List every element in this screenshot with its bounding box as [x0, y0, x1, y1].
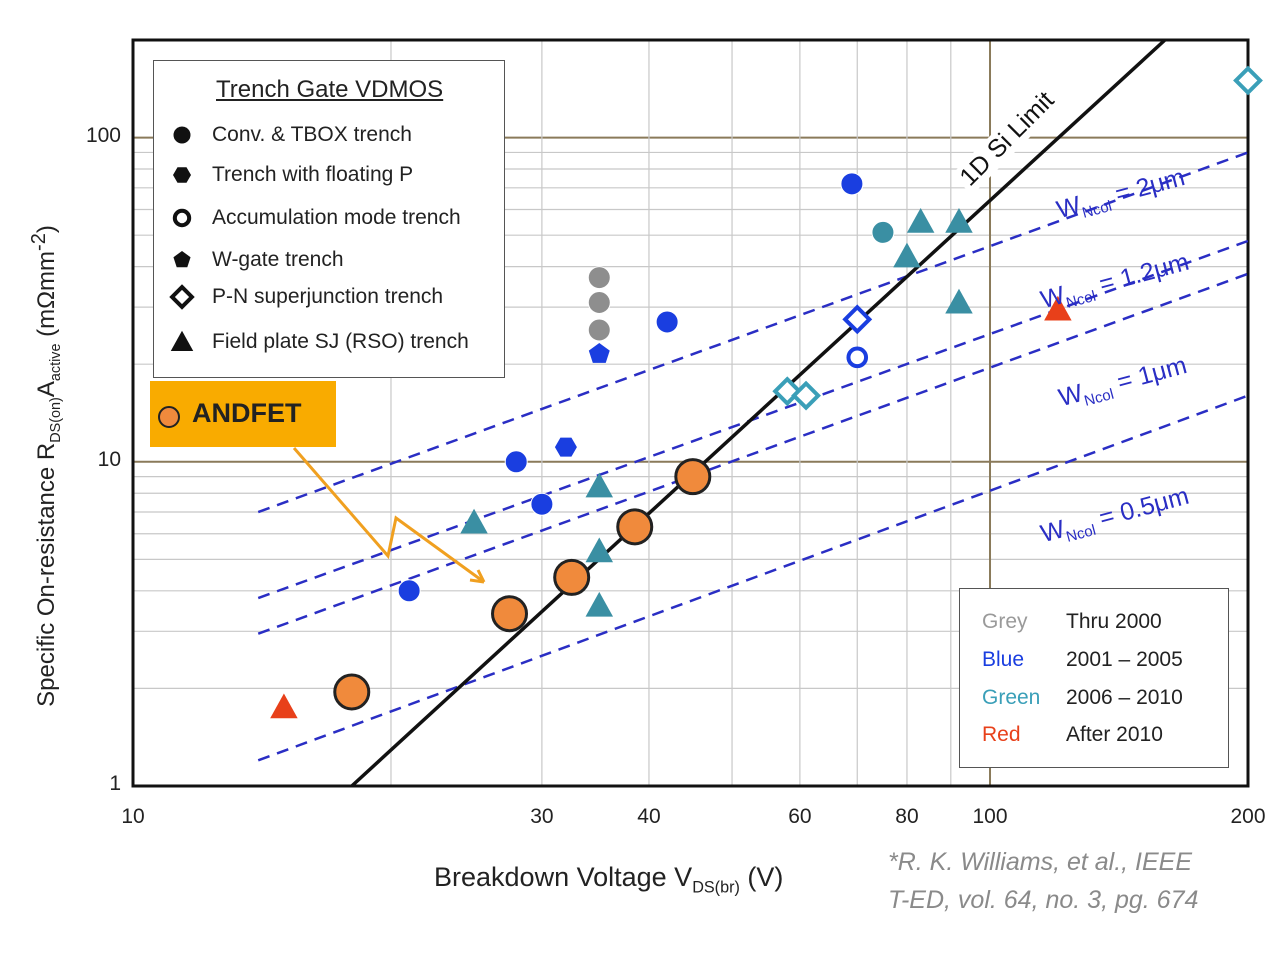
data-point — [587, 290, 611, 314]
triangle-icon — [166, 329, 198, 355]
data-point — [397, 579, 421, 603]
data-point — [173, 167, 191, 183]
si-limit-line — [350, 38, 1167, 788]
data-point — [585, 472, 614, 498]
wncol-line — [257, 272, 1249, 635]
era-years-label: Thru 2000 — [1066, 610, 1162, 633]
x-tick-label: 40 — [637, 805, 661, 828]
andfet-arrow — [292, 447, 485, 584]
x-tick-label: 100 — [972, 805, 1008, 828]
legend-item: Accumulation mode trench — [166, 201, 461, 235]
citation-line-1: *R. K. Williams, et al., IEEE — [888, 848, 1193, 876]
legend-item-label: W-gate trench — [212, 248, 344, 271]
andfet-marker-icon — [158, 406, 180, 428]
x-tick-label: 60 — [788, 805, 812, 828]
legend-item: Trench with floating P — [166, 158, 413, 192]
era-color-label: Green — [982, 686, 1041, 709]
data-point — [871, 220, 895, 244]
x-tick-label: 10 — [121, 805, 145, 828]
data-point — [333, 673, 371, 711]
andfet-arrowhead — [469, 569, 486, 584]
data-point — [587, 318, 611, 342]
legend-item-label: Trench with floating P — [212, 163, 414, 186]
legend-item-label: Accumulation mode trench — [212, 206, 461, 229]
data-point — [945, 208, 973, 233]
legend-item-label: Field plate SJ (RSO) trench — [212, 330, 469, 353]
wncol-line — [257, 151, 1249, 514]
data-point — [791, 380, 821, 411]
data-point — [893, 242, 921, 268]
data-point — [170, 330, 194, 351]
y-tick-label: 1 — [109, 772, 121, 795]
legend-item: P-N superjunction trench — [166, 280, 443, 314]
data-point — [554, 437, 577, 457]
legend-item-label: Conv. & TBOX trench — [212, 123, 412, 146]
y-tick-label: 10 — [97, 447, 121, 471]
data-point — [1233, 65, 1263, 96]
data-point — [172, 208, 192, 228]
marker-legend — [153, 60, 505, 378]
data-point — [585, 537, 614, 563]
pentagon-icon — [166, 247, 198, 273]
data-point — [1044, 295, 1072, 321]
y-axis-label: Specific On-resistance RDS(on)Aactive (m… — [28, 225, 64, 707]
data-point — [585, 591, 614, 617]
era-legend — [959, 588, 1229, 768]
y-tick-label: 100 — [85, 123, 121, 147]
data-point — [842, 304, 873, 335]
open-diamond-icon — [166, 284, 198, 310]
data-point — [906, 208, 935, 233]
data-point — [588, 343, 610, 363]
data-point — [173, 251, 191, 268]
era-years-label: 2006 – 2010 — [1066, 686, 1183, 709]
era-years-label: After 2010 — [1066, 723, 1163, 746]
legend-title: Trench Gate VDMOS — [216, 76, 444, 103]
data-point — [504, 450, 528, 474]
data-point — [169, 284, 195, 310]
legend-item-label: P-N superjunction trench — [212, 285, 444, 308]
data-point — [460, 508, 488, 534]
data-point — [616, 508, 654, 546]
x-tick-label: 80 — [895, 805, 919, 828]
citation-line-2: T-ED, vol. 64, no. 3, pg. 674 — [888, 886, 1199, 914]
data-point — [846, 346, 869, 369]
data-point — [530, 492, 554, 516]
data-point — [945, 288, 973, 314]
data-point — [655, 310, 679, 334]
x-tick-label: 30 — [530, 805, 554, 828]
x-axis-label: Breakdown Voltage VDS(br) (V) — [434, 862, 784, 897]
data-point — [840, 172, 864, 196]
hexagon-icon — [166, 162, 198, 188]
legend-item: Conv. & TBOX trench — [166, 118, 412, 152]
era-color-label: Red — [982, 723, 1021, 746]
data-point — [172, 125, 192, 145]
era-color-label: Blue — [982, 648, 1025, 671]
wncol-line — [257, 394, 1249, 762]
data-point — [270, 693, 298, 719]
circle-icon — [166, 122, 198, 148]
era-years-label: 2001 – 2005 — [1066, 648, 1183, 671]
data-point — [491, 595, 529, 633]
legend-item: W-gate trench — [166, 243, 344, 277]
data-point — [772, 376, 803, 407]
data-point — [674, 458, 712, 496]
legend-item: Field plate SJ (RSO) trench — [166, 325, 469, 359]
open-circle-icon — [166, 205, 198, 231]
x-tick-label: 200 — [1230, 805, 1266, 828]
andfet-label: ANDFET — [192, 398, 302, 428]
plot-frame — [131, 38, 1250, 788]
era-color-label: Grey — [982, 610, 1028, 633]
andfet-callout — [150, 381, 336, 447]
data-point — [553, 558, 591, 596]
data-point — [587, 266, 611, 290]
